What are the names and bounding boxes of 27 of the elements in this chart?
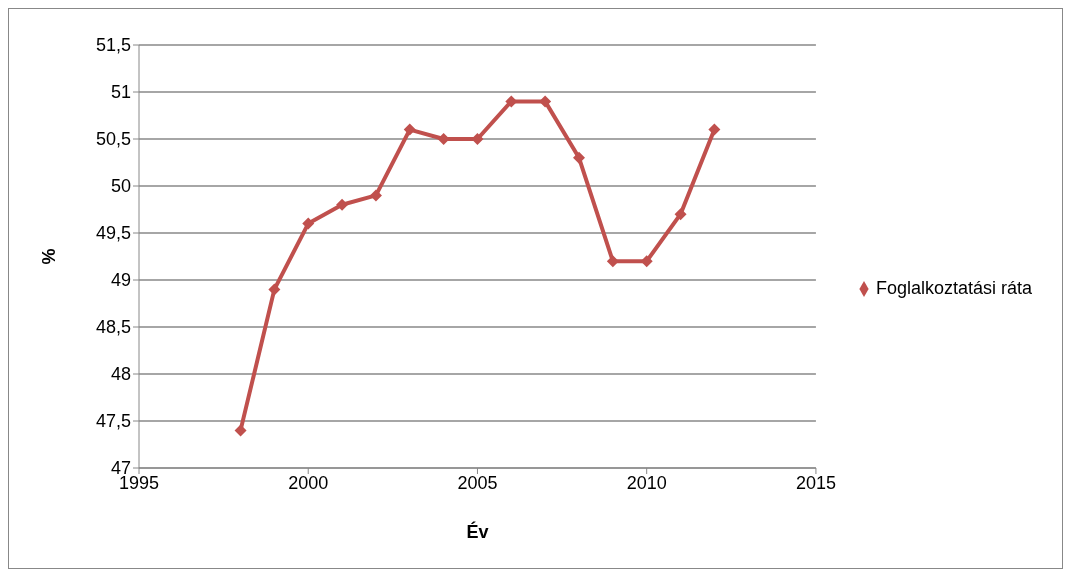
point xyxy=(606,255,619,268)
y-tick-label: 51,5 xyxy=(95,35,131,56)
y-tick-label: 49 xyxy=(110,270,131,291)
x-tick-label: 2005 xyxy=(457,472,498,493)
point xyxy=(674,208,687,221)
point xyxy=(573,151,585,164)
point xyxy=(539,95,552,108)
y-tick-label: 51 xyxy=(110,82,131,103)
point xyxy=(302,217,315,230)
y-tick-label: 49,5 xyxy=(95,223,131,244)
x-axis-title: Év xyxy=(466,521,489,542)
x-tick-label: 2010 xyxy=(626,472,667,493)
y-tick-label: 50 xyxy=(110,176,131,197)
y-tick-label: 48,5 xyxy=(95,317,131,338)
x-tick-label: 2000 xyxy=(288,472,329,493)
point xyxy=(336,198,349,211)
point xyxy=(369,189,382,202)
legend-label: Foglalkoztatási ráta xyxy=(875,278,1032,298)
point xyxy=(403,123,416,136)
point xyxy=(708,123,721,136)
x-tick-label: 2015 xyxy=(795,472,836,493)
point xyxy=(268,283,281,296)
point xyxy=(234,424,247,437)
y-tick-label: 48 xyxy=(110,364,131,385)
y-tick-label: 50,5 xyxy=(95,129,131,150)
y-axis-title: % xyxy=(39,248,60,265)
y-tick-label: 47,5 xyxy=(95,411,131,432)
